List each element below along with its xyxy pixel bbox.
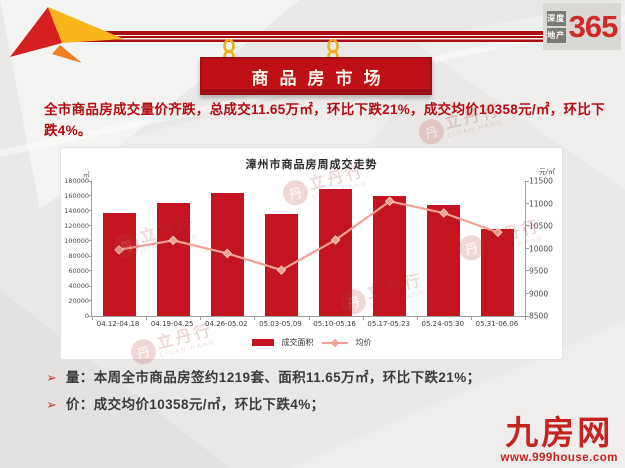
right-axis-tick-label: 10500: [529, 221, 553, 231]
x-axis-tick-mark: [525, 316, 526, 320]
axis-tick-mark: [88, 270, 92, 272]
left-axis-tick-label: 180000: [64, 177, 89, 185]
axis-tick-mark: [88, 285, 92, 287]
bullet-price-text: 价：成交均价10358元/㎡，环比下跌4%；: [65, 397, 325, 413]
axis-tick-mark: [88, 315, 92, 317]
left-axis-tick-label: 0: [84, 312, 89, 320]
x-axis-tick-mark: [254, 316, 256, 320]
axis-tick-mark: [525, 180, 529, 182]
line-point-marker: [276, 265, 287, 275]
legend-line-label: 均价: [355, 338, 372, 347]
legend-bar-label: 成交面积: [281, 338, 314, 347]
line-point-marker: [222, 248, 233, 259]
line-point-marker: [330, 235, 341, 245]
bullet-row-price: ➢ 价：成交均价10358元/㎡，环比下跌4%；: [46, 395, 481, 415]
axis-tick-mark: [88, 195, 92, 197]
bar: [156, 202, 190, 316]
brand-logo: 深度 地产 365: [543, 3, 621, 50]
x-axis-label: 04.12-04.18: [96, 320, 140, 328]
axis-tick-mark: [88, 225, 92, 227]
axis-tick-mark: [88, 180, 92, 182]
bar: [102, 213, 136, 316]
axis-tick-mark: [88, 240, 92, 242]
x-axis-label: 05.31-06.06: [475, 320, 519, 328]
top-divider-line: [36, 31, 602, 42]
brand-box-2: 地产: [546, 27, 566, 43]
bullet-row-volume: ➢ 量：本周全市商品房签约1219套、面积11.65万㎡，环比下跌21%；: [46, 368, 481, 388]
line-series: [114, 196, 503, 275]
diamond-marker-icon: [330, 338, 339, 347]
right-axis-tick-label: 9500: [529, 266, 549, 276]
x-axis-tick-mark: [146, 316, 148, 320]
brand-logo-boxes: 深度 地产: [546, 10, 566, 43]
brand-box-1: 深度: [546, 10, 566, 26]
chart-legend: 成交面积 均价: [61, 337, 562, 348]
bar-series: [92, 181, 525, 316]
key-points: ➢ 量：本周全市商品房签约1219套、面积11.65万㎡，环比下跌21%； ➢ …: [46, 368, 481, 423]
axis-tick-mark: [525, 293, 529, 294]
axis-tick-mark: [88, 300, 92, 302]
axis-tick-mark: [525, 270, 529, 272]
plot-area: 0 20000 40000 60000 80000 100000 120000 140000 1…: [64, 177, 553, 321]
right-axis-unit: 元/㎡: [539, 169, 555, 176]
x-axis-label: 04.26-05.02: [205, 320, 248, 328]
right-axis-tick-label: 11000: [529, 199, 553, 208]
x-axis-tick-mark: [416, 316, 418, 320]
axis-tick-mark: [88, 255, 92, 257]
axis-tick-mark: [525, 202, 529, 204]
left-axis-tick-label: 100000: [64, 237, 89, 245]
x-axis-tick-mark: [92, 316, 93, 320]
x-axis-label: 04.19-04.25: [150, 320, 194, 328]
arrow-icon: [10, 7, 124, 63]
legend-bar-swatch: [251, 339, 274, 346]
x-axis-label: 05.24-05.30: [421, 320, 465, 328]
right-axis-tick-label: 11500: [529, 176, 553, 186]
left-axis-tick-label: 80000: [68, 252, 89, 260]
bar: [373, 195, 407, 316]
x-axis-tick-mark: [470, 316, 472, 320]
x-axis-label: 05.10-05.16: [313, 320, 356, 328]
x-axis-label: 05.17-05.23: [367, 320, 410, 328]
legend-line-swatch: [321, 338, 348, 347]
left-axis-tick-label: 60000: [68, 267, 89, 275]
axis-tick-mark: [525, 315, 529, 317]
left-axis-tick-label: 140000: [64, 207, 89, 215]
line-point-marker: [384, 196, 395, 207]
right-axis-tick-label: 8500: [529, 311, 549, 321]
chart-title: 漳州市商品房周成交走势: [245, 159, 378, 171]
x-axis-label: 05.03-05.09: [259, 320, 302, 328]
x-axis-tick-mark: [362, 316, 364, 320]
x-axis-tick-mark: [308, 316, 310, 320]
x-axis-tick-mark: [200, 316, 202, 320]
left-axis-tick-label: 20000: [68, 297, 89, 305]
brand-number: 365: [568, 9, 619, 44]
line-point-marker: [168, 235, 178, 246]
left-axis-tick-label: 120000: [64, 222, 89, 230]
bullet-arrow-icon: ➢: [46, 397, 57, 413]
left-axis-tick-label: 160000: [64, 192, 89, 200]
section-sign-title: 商品房市场: [200, 57, 432, 95]
footer-logo-site: www.999house.com: [500, 452, 618, 464]
line-point-marker: [493, 227, 503, 238]
left-axis-tick-label: 40000: [68, 282, 89, 290]
line-point-marker: [439, 208, 449, 218]
bar: [481, 228, 515, 316]
footer-logo: 九房网 www.999house.com: [501, 417, 619, 464]
line-point-marker: [114, 245, 124, 255]
bullet-arrow-icon: ➢: [46, 370, 57, 385]
bullet-volume-text: 量：本周全市商品房签约1219套、面积11.65万㎡，环比下跌21%；: [65, 370, 481, 385]
bar: [427, 205, 461, 316]
axis-tick-mark: [525, 248, 529, 249]
axis-tick-mark: [525, 225, 529, 227]
axis-tick-mark: [88, 210, 92, 212]
summary-text: 全市商品房成交量价齐跌，总成交11.65万㎡，环比下跌21%，成交均价10358…: [44, 102, 605, 139]
right-axis-tick-label: 10000: [529, 244, 553, 253]
bar: [319, 188, 353, 316]
right-axis-tick-label: 9000: [529, 289, 549, 298]
chart-card: 漳州市商品房周成交走势 ㎡ 元/㎡ 0 20000 40000 60000 80000 1…: [60, 147, 563, 360]
x-axis-labels: 04.12-04.18 04.19-04.25 04.26-05.02 05.03-0…: [91, 320, 524, 328]
left-axis-unit: ㎡: [83, 172, 90, 179]
footer-logo-name: 九房网: [505, 416, 614, 453]
